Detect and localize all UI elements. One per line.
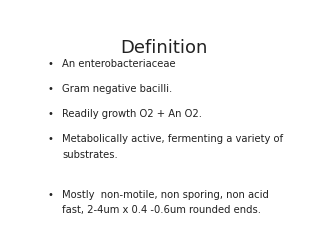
Text: Gram negative bacilli.: Gram negative bacilli.	[62, 84, 172, 94]
Text: •: •	[47, 190, 53, 200]
Text: •: •	[47, 109, 53, 119]
Text: substrates.: substrates.	[62, 150, 118, 160]
Text: Definition: Definition	[120, 39, 208, 57]
Text: An enterobacteriaceae: An enterobacteriaceae	[62, 59, 176, 69]
Text: •: •	[47, 59, 53, 69]
Text: Readily growth O2 + An O2.: Readily growth O2 + An O2.	[62, 109, 202, 119]
Text: Mostly  non-motile, non sporing, non acid: Mostly non-motile, non sporing, non acid	[62, 190, 269, 200]
Text: •: •	[47, 134, 53, 144]
Text: •: •	[47, 84, 53, 94]
Text: fast, 2-4um x 0.4 -0.6um rounded ends.: fast, 2-4um x 0.4 -0.6um rounded ends.	[62, 205, 261, 215]
Text: Metabolically active, fermenting a variety of: Metabolically active, fermenting a varie…	[62, 134, 284, 144]
